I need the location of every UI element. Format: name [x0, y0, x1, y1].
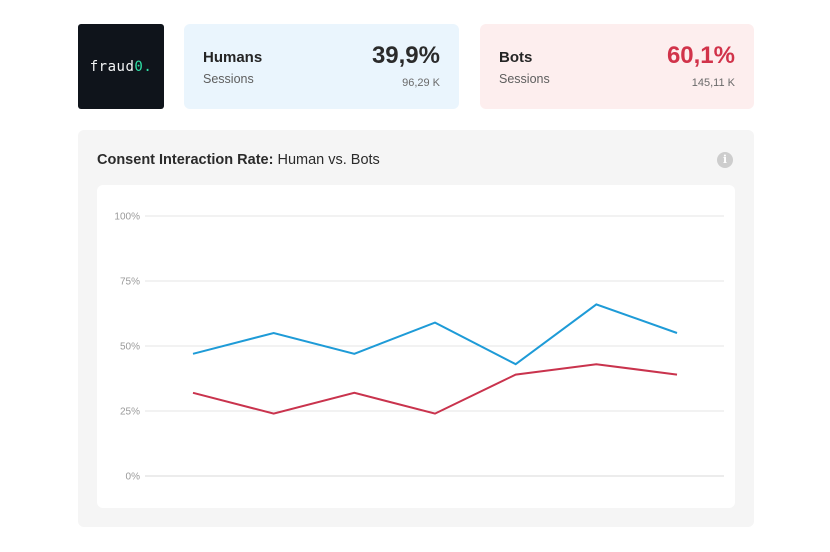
humans-series-line [192, 303, 678, 366]
chart-panel: Consent Interaction Rate: Human vs. Bots… [78, 130, 754, 527]
line-chart: 0% 25% 50% 75% 100% [114, 212, 724, 483]
bots-label: Bots [499, 49, 533, 66]
chart-title: Consent Interaction Rate: Human vs. Bots [97, 152, 380, 168]
humans-sessions-label: Sessions [203, 72, 254, 86]
logo-accent: 0. [134, 58, 153, 75]
chart-title-bold: Consent Interaction Rate: [97, 152, 274, 168]
bots-sessions-label: Sessions [499, 72, 550, 86]
humans-card: Humans Sessions 39,9% 96,29 K [184, 24, 459, 109]
chart-title-rest: Human vs. Bots [273, 152, 380, 168]
fraud0-logo: fraud 0. [78, 24, 164, 109]
bots-card: Bots Sessions 60,1% 145,11 K [480, 24, 754, 109]
chart-area: 0% 25% 50% 75% 100% [97, 185, 735, 508]
info-icon[interactable]: i [717, 152, 733, 168]
y-tick-label: 0% [126, 472, 141, 483]
humans-percentage: 39,9% [371, 42, 440, 69]
humans-label: Humans [203, 49, 263, 66]
humans-count: 96,29 K [402, 77, 440, 89]
y-tick-label: 25% [120, 407, 140, 418]
y-tick-label: 100% [114, 212, 140, 223]
bots-percentage: 60,1% [666, 42, 735, 69]
bots-count: 145,11 K [691, 77, 735, 89]
y-tick-label: 75% [120, 277, 140, 288]
logo-text: fraud [89, 58, 135, 75]
y-tick-label: 50% [120, 342, 140, 353]
bots-series-line [192, 363, 678, 415]
